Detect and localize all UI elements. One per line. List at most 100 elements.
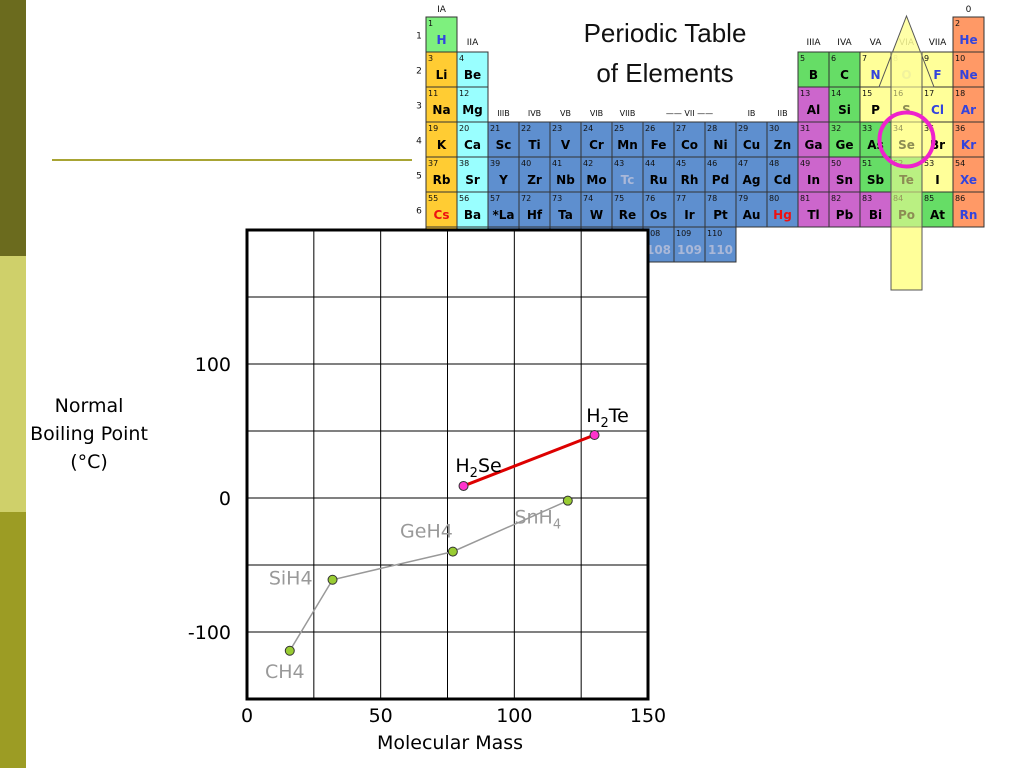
element-symbol: W [590, 208, 603, 222]
decor-band-bottom [0, 512, 26, 768]
element-symbol: Nb [556, 173, 575, 187]
element-cell-bg [642, 191, 675, 228]
element-symbol: He [959, 33, 977, 47]
element-symbol: Au [743, 208, 761, 222]
atomic-number: 23 [552, 124, 562, 133]
element-cell-bg [456, 51, 489, 88]
atomic-number: 4 [459, 54, 464, 63]
atomic-number: 37 [428, 159, 438, 168]
point-label: CH4 [265, 661, 305, 683]
element-symbol: Ne [959, 68, 977, 82]
atomic-number: 24 [583, 124, 593, 133]
atomic-number: 56 [459, 194, 469, 203]
element-symbol: Fe [651, 138, 667, 152]
atomic-number: 17 [924, 89, 934, 98]
element-cell-bg [518, 121, 551, 158]
element-cell-bg [487, 121, 520, 158]
atomic-number: 18 [955, 89, 965, 98]
element-cell-bg [828, 86, 861, 123]
periodic-table-title-line1: Periodic Table [584, 18, 747, 48]
element-cell-bg [797, 121, 830, 158]
atomic-number: 47 [738, 159, 748, 168]
element-cell-bg [425, 16, 458, 53]
element-symbol: Sn [836, 173, 853, 187]
element-symbol: Ta [558, 208, 573, 222]
element-symbol: Ar [961, 103, 976, 117]
element-cell-ni: 28 Ni [704, 121, 737, 158]
element-cell-110: 110 110 [704, 226, 737, 263]
point-label: H2Te [586, 405, 629, 431]
element-cell-ga: 31 Ga [797, 121, 830, 158]
element-cell-cu: 29 Cu [735, 121, 768, 158]
plot-frame [245, 228, 650, 701]
transition-group-label: IIB [777, 109, 787, 118]
element-symbol: F [933, 68, 941, 82]
period-label: 1 [416, 32, 422, 42]
element-cell-v: 23 V [549, 121, 582, 158]
element-cell-rn: 86 Rn [952, 191, 985, 228]
element-cell-bg [921, 86, 954, 123]
element-cell-fe: 26 Fe [642, 121, 675, 158]
element-cell-bg [456, 86, 489, 123]
atomic-number: 108 [645, 229, 660, 238]
element-cell-pd: 46 Pd [704, 156, 737, 193]
element-symbol: 108 [646, 243, 671, 257]
atomic-number: 10 [955, 54, 965, 63]
element-symbol: K [437, 138, 447, 152]
element-cell-bg [549, 156, 582, 193]
element-symbol: Hf [527, 208, 543, 222]
element-cell-bg [828, 121, 861, 158]
element-cell-at: 85 At [921, 191, 954, 228]
element-symbol: Ba [464, 208, 481, 222]
data-point [284, 645, 295, 656]
element-symbol: 110 [708, 243, 733, 257]
atomic-number: 5 [800, 54, 805, 63]
group-label: IA [437, 5, 447, 15]
element-cell-ti: 22 Ti [518, 121, 551, 158]
element-symbol: 109 [677, 243, 702, 257]
chart-series [284, 430, 600, 656]
atomic-number: 39 [490, 159, 500, 168]
atomic-number: 33 [862, 124, 872, 133]
atomic-number: 29 [738, 124, 748, 133]
element-symbol: Tl [807, 208, 819, 222]
element-cell-in: 49 In [797, 156, 830, 193]
chart-tick-labels: 0 50 100 150 100 0 -100 [188, 354, 666, 727]
y-tick-label: 100 [195, 354, 231, 376]
element-cell-bg [487, 156, 520, 193]
atomic-number: 36 [955, 124, 965, 133]
element-cell-bg [859, 191, 892, 228]
atomic-number: 51 [862, 159, 872, 168]
element-cell-bg [828, 51, 861, 88]
atomic-number: 46 [707, 159, 717, 168]
atomic-number: 26 [645, 124, 655, 133]
atomic-number: 45 [676, 159, 686, 168]
atomic-number: 57 [490, 194, 500, 203]
element-cell-cl: 17 Cl [921, 86, 954, 123]
element-symbol: Ni [713, 138, 727, 152]
atomic-number: 110 [707, 229, 722, 238]
point-label: H2Se [455, 455, 501, 481]
atomic-number: 86 [955, 194, 965, 203]
atomic-number: 73 [552, 194, 562, 203]
element-symbol: Xe [960, 173, 977, 187]
element-symbol: Li [436, 68, 448, 82]
atomic-number: 6 [831, 54, 836, 63]
element-symbol: Kr [961, 138, 976, 152]
element-cell-kr: 36 Kr [952, 121, 985, 158]
element-cell-ta: 73 Ta [549, 191, 582, 228]
period-label: 4 [416, 137, 422, 147]
transition-group-label: VIB [590, 109, 603, 118]
element-cell-pt: 78 Pt [704, 191, 737, 228]
element-symbol: Tc [621, 173, 635, 187]
element-symbol: Mn [617, 138, 637, 152]
element-cell-os: 76 Os [642, 191, 675, 228]
element-cell-hf: 72 Hf [518, 191, 551, 228]
data-point [327, 574, 338, 585]
element-cell-tl: 81 Tl [797, 191, 830, 228]
element-cell-ar: 18 Ar [952, 86, 985, 123]
periodic-table-labels: IAIIAIIIAIVAVAVIAVIIA0IIIBIVBVBVIBVIIB——… [416, 5, 972, 252]
element-symbol: In [807, 173, 820, 187]
element-symbol: Sr [465, 173, 480, 187]
element-cell-bg [704, 226, 737, 263]
